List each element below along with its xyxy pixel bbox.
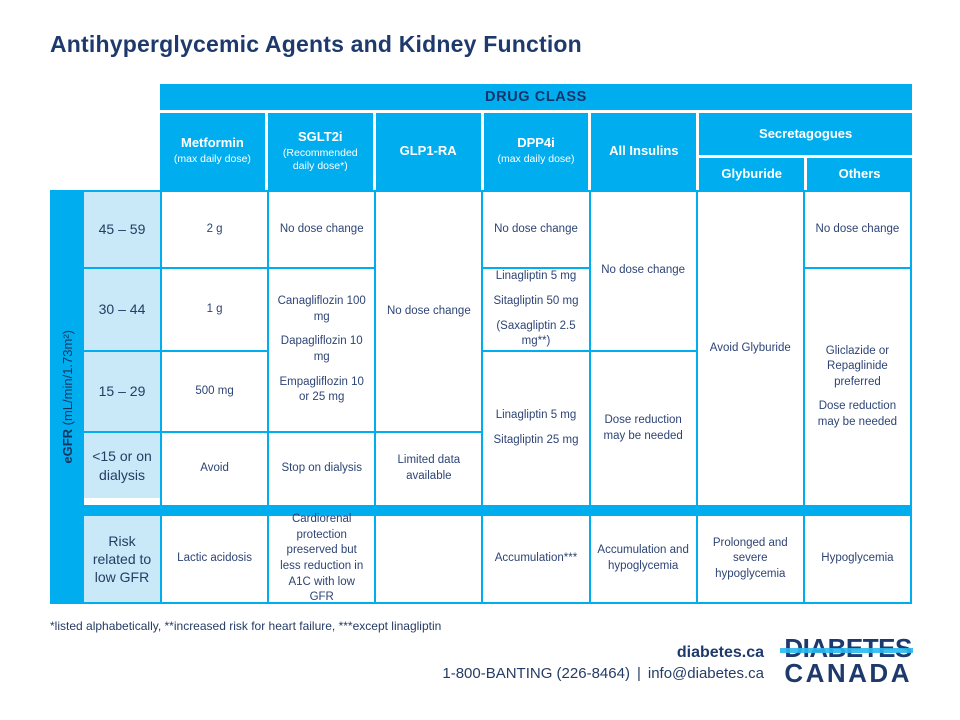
email-link[interactable]: info@diabetes.ca	[647, 665, 764, 682]
column-header-label: Secretagogues	[759, 125, 853, 141]
cell-glp1ra-lt15: Limited data available	[376, 433, 482, 505]
diabetes-canada-logo: DIABETES CANADA	[780, 635, 913, 688]
column-header-glyburide: Glyburide	[699, 158, 805, 190]
cell-glp1ra-45-to-15: No dose change	[376, 192, 482, 431]
column-header-glp1ra: GLP1-RA	[375, 113, 481, 190]
cell-others-risk: Hypoglycemia	[804, 516, 910, 602]
row-label-30-44: 30 – 44	[84, 269, 160, 350]
cell-metformin-risk: Lactic acidosis	[162, 516, 268, 602]
cell-others-30-to-lt15: Gliclazide or Repaglinide preferred Dose …	[804, 269, 910, 505]
column-header-label: Glyburide	[721, 165, 783, 181]
column-header-label: All Insulins	[609, 143, 679, 159]
cell-sglt2i-lt15: Stop on dialysis	[269, 433, 375, 505]
cell-dpp4i-risk: Accumulation***	[483, 516, 589, 602]
table-header: DRUG CLASS Metformin (max daily dose) SG…	[160, 84, 912, 190]
cell-insulins-15-to-lt15: Dose reduction may be needed	[590, 352, 696, 505]
column-header-metformin: Metformin (max daily dose)	[160, 113, 265, 190]
column-header-label: Metformin	[181, 135, 244, 151]
column-header-secretagogues: Secretagogues	[699, 113, 912, 155]
column-header-label: DPP4i	[517, 135, 555, 151]
website-link[interactable]: diabetes.ca	[676, 644, 764, 661]
drug-class-header: DRUG CLASS	[160, 84, 912, 110]
separator: |	[636, 665, 641, 682]
cell-glyburide-risk: Prolonged and severe hypoglycemia	[697, 516, 803, 602]
egfr-axis-label: eGFR (mL/min/1.73m²)	[59, 330, 75, 464]
cell-dpp4i-30-44: Linagliptin 5 mg Sitagliptin 50 mg (Saxagl…	[483, 269, 589, 350]
column-header-sub: (max daily dose)	[173, 153, 251, 166]
cell-metformin-45-59: 2 g	[162, 192, 268, 267]
column-header-sglt2i: SGLT2i (Recommended daily dose*)	[267, 113, 373, 190]
row-label-15-29: 15 – 29	[84, 352, 160, 431]
column-header-label: SGLT2i	[298, 128, 343, 144]
column-header-others: Others	[807, 158, 912, 190]
cell-glp1ra-risk	[376, 516, 482, 602]
phone-email-line: 1-800-BANTING (226-8464) | info@diabetes.c…	[442, 665, 764, 682]
column-header-dpp4i: DPP4i (max daily dose)	[483, 113, 589, 190]
column-header-label: GLP1-RA	[399, 143, 457, 159]
page-title: Antihyperglycemic Agents and Kidney Func…	[50, 31, 582, 57]
row-label-45-59: 45 – 59	[84, 192, 160, 267]
row-label-lt15-dialysis: <15 or on dialysis	[84, 433, 160, 505]
cell-metformin-30-44: 1 g	[162, 269, 268, 350]
phone-number: 1-800-BANTING (226-8464)	[442, 665, 630, 682]
logo-strike-bar	[780, 648, 913, 653]
cell-dpp4i-45-59: No dose change	[483, 192, 589, 267]
cell-sglt2i-risk: Cardiorenal protection preserved but les…	[269, 513, 375, 603]
contact-block: diabetes.ca 1-800-BANTING (226-8464) | inf…	[442, 644, 764, 682]
logo-line-2: CANADA	[784, 658, 912, 688]
column-header-all-insulins: All Insulins	[591, 113, 697, 190]
cell-insulins-risk: Accumulation and hypoglycemia	[590, 516, 696, 602]
cell-metformin-lt15: Avoid	[162, 433, 268, 505]
column-header-sub: (max daily dose)	[497, 153, 575, 166]
footnote: *listed alphabetically, **increased risk…	[50, 619, 442, 633]
cell-sglt2i-30-to-15: Canagliflozin 100 mg Dapagliflozin 10 mg E…	[269, 269, 375, 431]
cell-others-45-59: No dose change	[804, 192, 910, 267]
cell-metformin-15-29: 500 mg	[162, 352, 268, 431]
cell-glyburide-all-rows: Avoid Glyburide	[697, 192, 803, 505]
egfr-axis: eGFR (mL/min/1.73m²)	[52, 192, 82, 602]
row-label-risk-low-gfr: Risk related to low GFR	[84, 516, 160, 602]
column-header-label: Others	[838, 165, 881, 181]
cell-insulins-45-to-30: No dose change	[590, 192, 696, 350]
cell-sglt2i-45-59: No dose change	[269, 192, 375, 267]
egfr-table: eGFR (mL/min/1.73m²) 45 – 59 30 – 44 15 …	[50, 190, 912, 604]
column-header-sub: (Recommended daily dose*)	[282, 146, 358, 172]
cell-dpp4i-15-to-lt15: Linagliptin 5 mg Sitagliptin 25 mg	[483, 352, 589, 505]
